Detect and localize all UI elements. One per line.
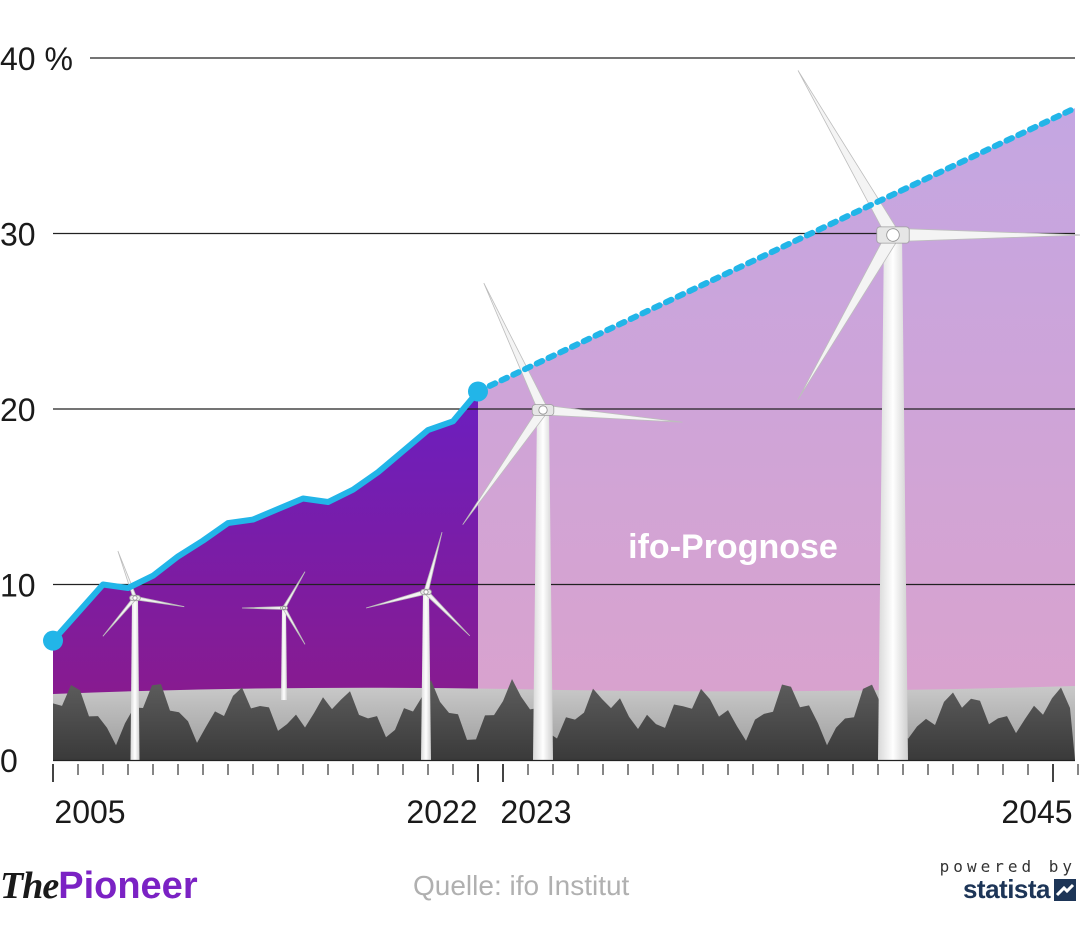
series-lines [43, 105, 1078, 651]
series-line-forecast [475, 105, 1078, 395]
series-point-start [43, 630, 63, 651]
series-line-history [50, 388, 481, 644]
wind-turbine [365, 531, 471, 760]
y-tick-label: 30 [0, 217, 36, 253]
brand-logo-the: The [0, 865, 59, 907]
statista-badge: powered by statista [940, 857, 1076, 905]
x-axis [52, 759, 1079, 782]
wind-turbine [241, 571, 306, 700]
wind-turbines-photo [102, 70, 1080, 760]
y-tick-label: 0 [0, 743, 18, 779]
source-note: Quelle: ifo Institut [413, 870, 630, 901]
tree-line [53, 679, 1075, 760]
forecast-annotation: ifo-Prognose [628, 528, 838, 566]
tick-labels: 0 10 20 30 40 % 2005 2022 2023 2045 [0, 41, 1073, 830]
powered-by-label: powered by [939, 857, 1076, 876]
wind-turbine [797, 70, 1080, 760]
brand-logo-pioneer: Pioneer [58, 865, 198, 907]
history-area [53, 391, 478, 760]
y-tick-label: 10 [0, 568, 36, 604]
series-point-split [468, 381, 488, 402]
x-tick-label: 2005 [54, 794, 125, 830]
x-tick-label: 2022 [406, 794, 477, 830]
brand-logo: ThePioneer [0, 862, 198, 910]
forecast-area [478, 108, 1075, 760]
statista-logo-icon [1054, 878, 1076, 901]
y-tick-label: 20 [0, 392, 36, 428]
y-tick-label: 40 % [0, 41, 73, 77]
area-fill [53, 108, 1075, 760]
chart: 0 10 20 30 40 % 2005 2022 2023 2045 ifo-Prognose [0, 41, 1080, 830]
wind-turbine [462, 282, 683, 760]
landscape-photo [53, 679, 1075, 760]
x-tick-label: 2045 [1001, 794, 1072, 830]
statista-wordmark: statista [962, 874, 1051, 904]
x-tick-label: 2023 [500, 794, 571, 830]
